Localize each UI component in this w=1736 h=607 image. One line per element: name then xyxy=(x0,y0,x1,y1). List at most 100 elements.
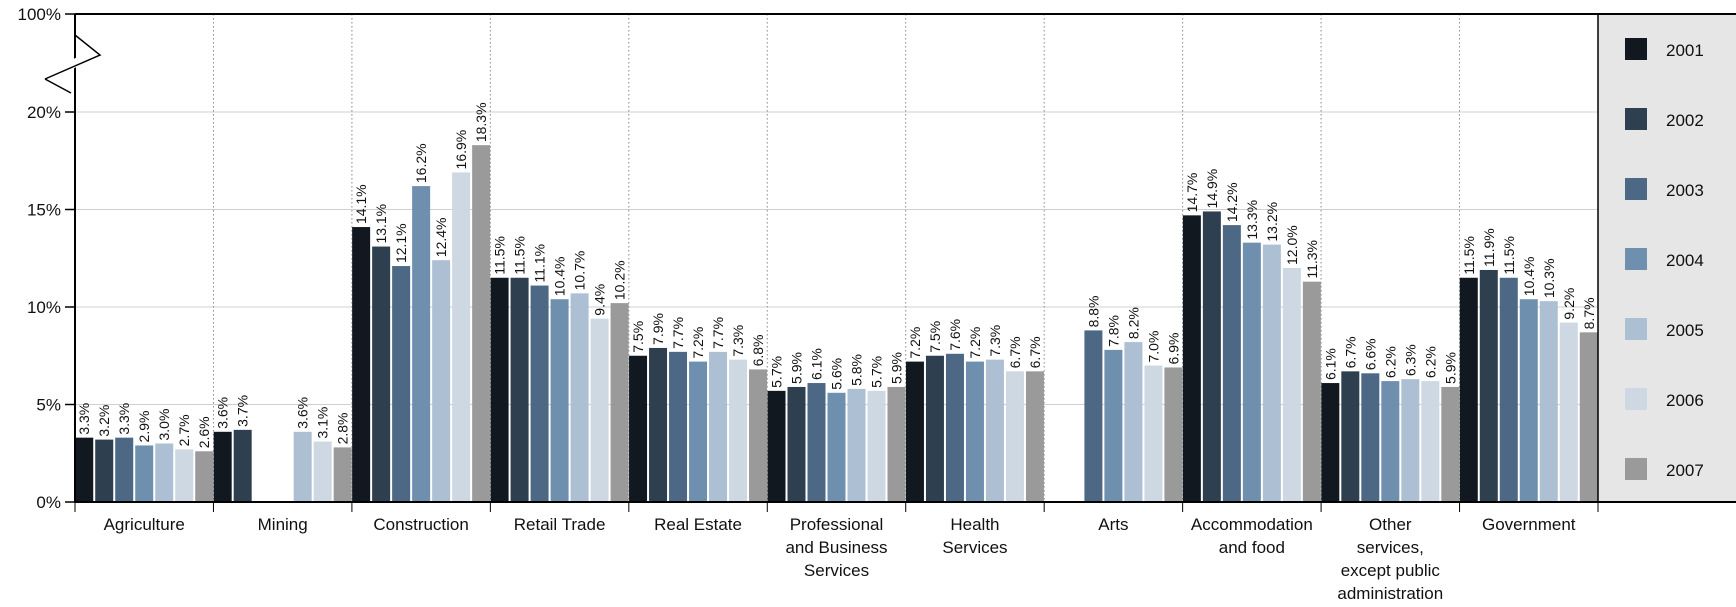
data-label: 8.8% xyxy=(1085,295,1101,327)
bar xyxy=(887,386,906,502)
data-label: 6.6% xyxy=(1362,338,1378,370)
y-tick-labels: 0% 5% 10% 15% 20% 100% xyxy=(18,5,61,512)
data-label: 11.9% xyxy=(1481,228,1497,267)
bar xyxy=(213,431,232,502)
bar xyxy=(787,386,806,502)
legend-swatch xyxy=(1625,108,1647,130)
bar xyxy=(432,260,451,502)
bar xyxy=(827,392,846,502)
bar xyxy=(233,429,252,502)
data-label: 5.9% xyxy=(1442,352,1458,384)
data-label: 6.9% xyxy=(1165,333,1181,365)
data-label: 7.2% xyxy=(690,327,706,359)
data-label: 11.1% xyxy=(532,244,548,283)
bar xyxy=(1499,277,1518,502)
bar xyxy=(490,277,509,502)
legend-panel xyxy=(1598,14,1736,502)
bars xyxy=(75,145,1598,503)
data-label: 6.7% xyxy=(1027,336,1043,368)
bar xyxy=(1381,381,1400,502)
bar xyxy=(1182,215,1201,502)
bar xyxy=(372,246,391,502)
bar xyxy=(412,186,431,502)
bar xyxy=(1124,342,1143,502)
data-label: 11.5% xyxy=(1501,236,1517,275)
data-label: 3.1% xyxy=(315,407,331,439)
bar xyxy=(1519,299,1538,502)
data-label: 10.7% xyxy=(572,251,588,291)
category-label: Health Services xyxy=(942,515,1007,557)
legend-swatch xyxy=(1625,178,1647,200)
bar xyxy=(115,437,134,502)
data-label: 11.5% xyxy=(492,236,508,275)
legend-label: 2003 xyxy=(1666,181,1704,200)
y-tick-label: 20% xyxy=(27,103,61,122)
legend-label: 2002 xyxy=(1666,111,1704,130)
data-label: 18.3% xyxy=(473,102,489,142)
data-label: 6.1% xyxy=(809,348,825,380)
bar xyxy=(293,431,312,502)
bar xyxy=(1202,211,1221,502)
category-labels: Agriculture Mining Construction Retail Trad… xyxy=(104,515,1576,603)
bar xyxy=(1144,365,1163,502)
bar xyxy=(570,293,589,502)
data-label: 2.7% xyxy=(176,414,192,446)
bar xyxy=(1441,386,1460,502)
y-tick-label: 10% xyxy=(27,298,61,317)
data-label: 14.7% xyxy=(1184,173,1200,213)
bar xyxy=(1282,268,1301,502)
category-label: Professional and Business Services xyxy=(785,515,887,580)
legend-swatch xyxy=(1625,388,1647,410)
data-label: 5.7% xyxy=(869,356,885,388)
data-label: 7.0% xyxy=(1145,331,1161,363)
axis-break-zigzag-2 xyxy=(44,78,72,94)
bar xyxy=(195,451,214,502)
data-label: 10.4% xyxy=(552,256,568,296)
bar xyxy=(629,355,648,502)
bar xyxy=(847,388,866,502)
data-label: 2.8% xyxy=(335,412,351,444)
data-label: 14.9% xyxy=(1204,169,1220,209)
data-label: 10.4% xyxy=(1521,256,1537,296)
data-label: 2.6% xyxy=(196,416,212,448)
bar xyxy=(352,227,371,503)
data-label: 7.3% xyxy=(730,325,746,357)
data-label: 7.3% xyxy=(987,325,1003,357)
category-label: Arts xyxy=(1098,515,1128,534)
data-label: 9.2% xyxy=(1561,288,1577,320)
bar xyxy=(155,443,174,502)
bar xyxy=(925,355,944,502)
bar xyxy=(1361,373,1380,502)
data-label: 8.2% xyxy=(1125,307,1141,339)
legend-label: 2004 xyxy=(1666,251,1704,270)
y-tick-label: 0% xyxy=(36,493,61,512)
data-label: 5.8% xyxy=(849,354,865,386)
data-label: 7.5% xyxy=(630,321,646,353)
data-label: 7.7% xyxy=(670,317,686,349)
y-tick-label: 15% xyxy=(27,201,61,220)
bar xyxy=(1539,301,1558,502)
category-label: Retail Trade xyxy=(514,515,606,534)
bar xyxy=(767,390,786,502)
data-label: 3.2% xyxy=(96,405,112,437)
data-label: 16.2% xyxy=(413,143,429,183)
data-label: 6.8% xyxy=(750,334,766,366)
bar xyxy=(1459,277,1478,502)
data-label: 7.2% xyxy=(967,327,983,359)
bar xyxy=(729,359,748,502)
bar xyxy=(807,383,826,502)
legend-label: 2006 xyxy=(1666,391,1704,410)
bar xyxy=(1302,281,1321,502)
bar xyxy=(313,441,332,502)
data-label: 13.1% xyxy=(373,204,389,244)
bar xyxy=(1479,269,1498,502)
data-label: 7.5% xyxy=(927,321,943,353)
bar xyxy=(985,359,1004,502)
data-label: 7.7% xyxy=(710,317,726,349)
bar xyxy=(1005,371,1024,502)
legend-swatch xyxy=(1625,248,1647,270)
bar xyxy=(1341,371,1360,502)
bar xyxy=(550,299,569,502)
bar xyxy=(75,437,94,502)
